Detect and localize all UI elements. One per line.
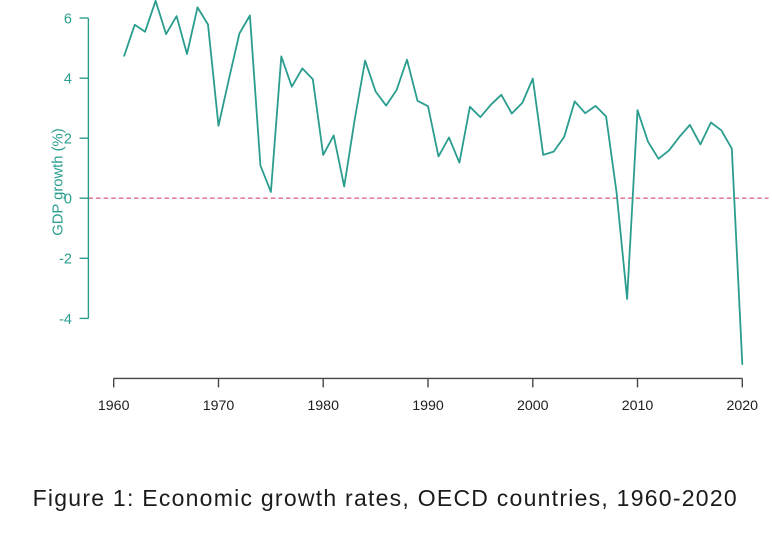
svg-text:0: 0: [64, 192, 72, 208]
svg-text:2: 2: [64, 132, 72, 148]
svg-text:1990: 1990: [412, 398, 444, 414]
svg-text:2020: 2020: [727, 398, 759, 414]
svg-text:6: 6: [64, 12, 72, 28]
svg-text:1960: 1960: [98, 398, 130, 414]
svg-text:1970: 1970: [203, 398, 235, 414]
svg-text:4: 4: [64, 72, 72, 88]
svg-text:2000: 2000: [517, 398, 549, 414]
svg-text:2010: 2010: [622, 398, 654, 414]
svg-text:-4: -4: [59, 312, 72, 328]
svg-text:-2: -2: [59, 252, 72, 268]
svg-text:1980: 1980: [307, 398, 339, 414]
svg-text:Figure 1: Economic growth rate: Figure 1: Economic growth rates, OECD co…: [33, 485, 738, 511]
svg-text:GDP growth (%): GDP growth (%): [50, 128, 66, 236]
